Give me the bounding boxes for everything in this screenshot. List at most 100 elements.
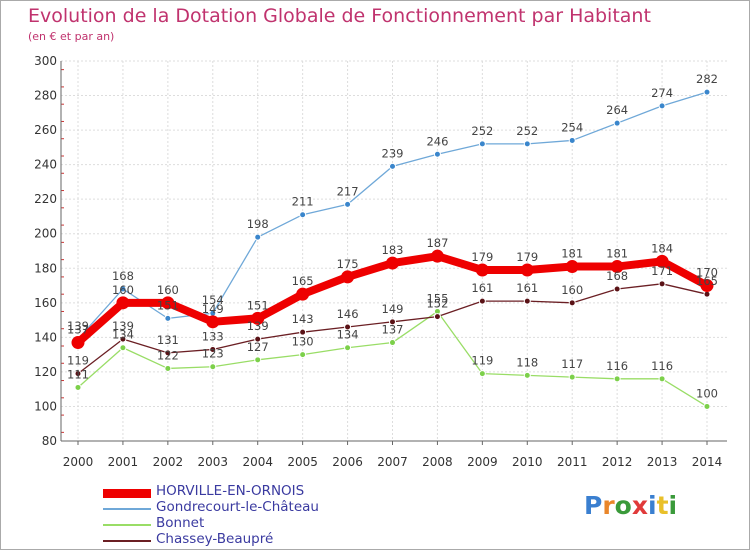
data-point	[475, 263, 489, 277]
data-label: 171	[651, 264, 673, 278]
x-tick-label: 2006	[332, 455, 363, 469]
axes: 80 100 120 140 160 180 200 220 240 260 280 300 2000 2…	[34, 54, 727, 469]
legend-swatch	[103, 489, 151, 498]
data-point	[703, 402, 711, 410]
data-label: 134	[337, 328, 359, 342]
data-point	[613, 119, 621, 127]
data-label: 152	[426, 297, 448, 311]
data-point	[523, 297, 531, 305]
x-tick-label: 2007	[377, 455, 408, 469]
data-label: 274	[651, 86, 673, 100]
data-point	[568, 299, 576, 307]
data-point	[568, 136, 576, 144]
data-point	[658, 375, 666, 383]
x-tick-label: 2000	[63, 455, 94, 469]
data-point	[164, 349, 172, 357]
y-tick-label: 300	[34, 54, 57, 68]
x-tick-label: 2014	[692, 455, 723, 469]
data-label: 118	[516, 355, 538, 369]
data-point	[251, 311, 265, 325]
data-label: 139	[67, 319, 89, 333]
data-point	[296, 287, 310, 301]
data-point	[613, 285, 621, 293]
data-point	[523, 140, 531, 148]
data-point	[299, 351, 307, 359]
y-tick-label: 120	[34, 365, 57, 379]
data-point	[206, 315, 220, 329]
data-point	[565, 260, 579, 274]
data-label: 187	[426, 236, 448, 250]
data-label: 146	[337, 307, 359, 321]
data-point	[478, 370, 486, 378]
data-point	[655, 254, 669, 268]
data-label: 175	[337, 257, 359, 271]
data-label: 134	[112, 328, 134, 342]
data-label: 254	[561, 120, 583, 134]
data-label: 131	[157, 333, 179, 347]
x-tick-label: 2005	[287, 455, 318, 469]
x-tick-label: 2004	[242, 455, 273, 469]
data-point	[74, 383, 82, 391]
data-point	[386, 256, 399, 270]
data-point	[520, 263, 534, 277]
x-tick-label: 2012	[602, 455, 633, 469]
data-label: 181	[561, 247, 583, 261]
y-tick-label: 180	[34, 261, 57, 275]
data-point	[389, 162, 396, 170]
data-label: 160	[112, 283, 134, 297]
data-point	[254, 356, 262, 364]
legend-label: Bonnet	[156, 515, 205, 531]
data-label: 139	[112, 319, 134, 333]
data-label: 252	[471, 124, 493, 138]
legend-label: Gondrecourt-le-Château	[156, 499, 319, 515]
data-label: 116	[606, 359, 628, 373]
y-tick-label: 240	[34, 158, 57, 172]
data-point	[341, 270, 355, 284]
data-label: 282	[696, 72, 718, 86]
data-point	[433, 313, 441, 321]
logo-letter: i	[668, 491, 678, 520]
data-label: 149	[202, 302, 224, 316]
x-tick-label: 2001	[108, 455, 139, 469]
y-tick-label: 260	[34, 123, 57, 137]
x-tick-label: 2010	[512, 455, 543, 469]
data-label: 252	[516, 124, 538, 138]
y-tick-label: 100	[34, 399, 57, 413]
data-point	[478, 140, 486, 148]
data-point	[119, 335, 127, 343]
y-tick-label: 200	[34, 227, 57, 241]
x-tick-label: 2008	[422, 455, 453, 469]
series-lines	[71, 88, 714, 410]
data-label: 127	[247, 340, 269, 354]
data-label: 161	[516, 281, 538, 295]
data-point	[209, 345, 217, 353]
data-point	[478, 297, 486, 305]
data-label: 130	[292, 335, 314, 349]
data-point	[344, 344, 352, 352]
logo-letter: i	[648, 491, 657, 520]
data-point	[119, 285, 127, 293]
data-label: 179	[471, 250, 493, 264]
data-label: 137	[382, 323, 404, 337]
data-label: 116	[651, 359, 673, 373]
data-label: 149	[382, 302, 404, 316]
data-label: 217	[337, 184, 359, 198]
proxiti-logo: Proxiti	[584, 491, 677, 520]
x-tick-label: 2002	[153, 455, 184, 469]
data-label: 183	[382, 243, 404, 257]
data-point	[119, 344, 127, 352]
chart-title: Evolution de la Dotation Globale de Fonc…	[28, 5, 651, 27]
data-label: 239	[382, 146, 404, 160]
data-label: 165	[696, 274, 718, 288]
data-label: 165	[292, 274, 314, 288]
y-tick-label: 140	[34, 330, 57, 344]
data-point	[523, 371, 531, 379]
data-point	[74, 370, 82, 378]
data-point	[389, 318, 396, 326]
logo-letter: r	[602, 491, 615, 520]
data-label: 155	[426, 291, 448, 305]
data-point	[703, 290, 711, 298]
data-point	[430, 249, 444, 263]
data-label: 161	[471, 281, 493, 295]
data-label: 154	[202, 293, 224, 307]
